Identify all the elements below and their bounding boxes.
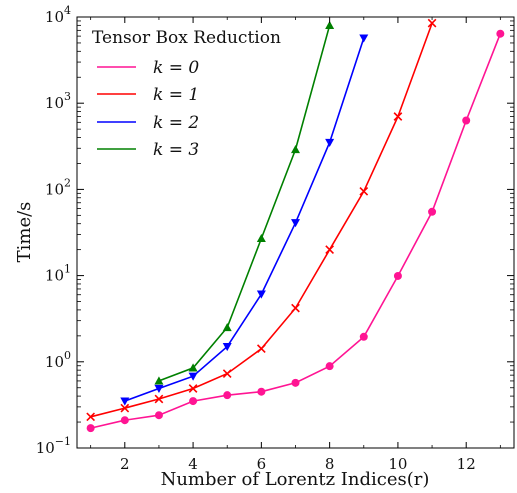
data-point xyxy=(325,138,335,148)
data-point xyxy=(496,29,505,38)
data-point xyxy=(154,376,164,385)
series-k3 xyxy=(154,20,335,385)
data-point xyxy=(325,20,335,29)
data-point xyxy=(291,219,300,228)
data-point xyxy=(120,397,130,406)
series-layer xyxy=(86,18,505,433)
data-point xyxy=(256,233,266,243)
legend-entry-k3: k = 3 xyxy=(97,140,199,160)
legend-title: Tensor Box Reduction xyxy=(92,28,281,48)
data-point xyxy=(427,18,437,28)
series-line-k1 xyxy=(90,22,433,418)
series-k2 xyxy=(120,34,369,406)
data-point xyxy=(462,116,471,125)
data-point xyxy=(154,411,163,420)
legend-entry-k1: k = 1 xyxy=(97,85,199,105)
data-point xyxy=(325,362,334,371)
data-point xyxy=(325,245,335,255)
data-point xyxy=(189,397,198,406)
y-tick-label: 10−1 xyxy=(36,435,71,457)
series-k0 xyxy=(86,29,505,433)
data-point xyxy=(256,290,266,299)
series-line-k3 xyxy=(158,25,331,382)
data-point xyxy=(393,112,403,121)
data-point xyxy=(86,424,95,433)
legend-label-k0: k = 0 xyxy=(153,58,199,78)
x-tick-label: 8 xyxy=(325,455,335,473)
data-point xyxy=(291,303,300,313)
legend-label-k1: k = 1 xyxy=(153,85,199,105)
data-point xyxy=(188,363,198,372)
y-tick-label: 100 xyxy=(45,349,71,371)
data-point xyxy=(291,145,300,154)
data-point xyxy=(188,384,198,393)
x-tick-label: 12 xyxy=(457,455,476,473)
data-point xyxy=(359,34,369,43)
data-point xyxy=(188,372,198,381)
y-tick-label: 103 xyxy=(45,90,71,112)
legend-label-k3: k = 3 xyxy=(153,140,199,160)
legend-label-k2: k = 2 xyxy=(153,113,199,133)
x-tick-label: 6 xyxy=(257,455,267,473)
legend: Tensor Box Reduction k = 0 k = 1 k = 2 k… xyxy=(92,28,281,160)
data-point xyxy=(120,416,129,425)
legend-entry-k2: k = 2 xyxy=(97,113,199,133)
data-point xyxy=(291,378,300,387)
data-point xyxy=(359,332,368,341)
data-point xyxy=(222,343,232,352)
y-tick-label: 101 xyxy=(45,263,71,285)
data-point xyxy=(223,391,232,400)
data-point xyxy=(393,271,402,280)
data-point xyxy=(222,369,232,378)
x-tick-label: 2 xyxy=(120,455,130,473)
axes: 2 4 6 8 10 12 10−1 100 101 102 103 104 xyxy=(36,4,515,473)
y-tick-label: 104 xyxy=(45,4,71,26)
y-tick-label: 102 xyxy=(45,176,71,198)
legend-entry-k0: k = 0 xyxy=(97,58,199,78)
x-axis-label: Number of Lorentz Indices(r) xyxy=(161,469,430,490)
data-point xyxy=(256,344,266,354)
data-point xyxy=(359,186,369,196)
data-point xyxy=(154,384,164,394)
series-k1 xyxy=(86,18,437,422)
x-tick-label: 4 xyxy=(188,455,198,473)
data-point xyxy=(120,403,130,413)
series-line-k2 xyxy=(124,37,365,402)
data-point xyxy=(222,322,232,332)
data-point xyxy=(257,387,266,396)
x-tick-label: 10 xyxy=(388,455,407,473)
data-point xyxy=(428,207,437,216)
data-point xyxy=(154,394,164,404)
data-point xyxy=(86,412,96,422)
y-axis-label: Time/s xyxy=(14,202,35,263)
